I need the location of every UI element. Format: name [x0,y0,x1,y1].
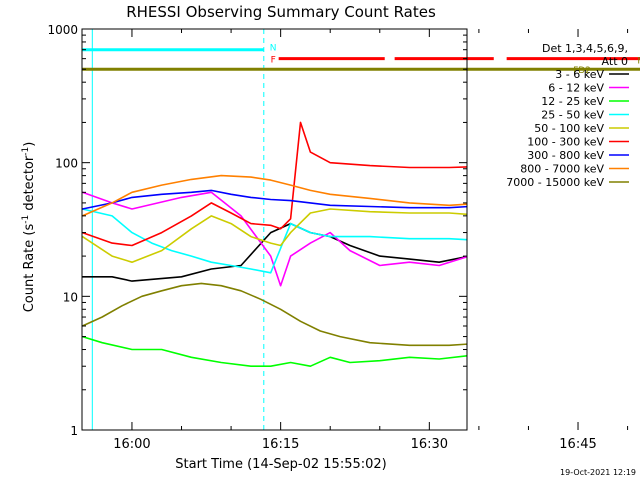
x-axis-label: Start Time (14-Sep-02 15:55:02) [175,457,386,472]
legend-label-25-50-kev: 25 - 50 keV [541,109,604,122]
x-tick-label: 16:00 [113,437,150,452]
legend-label-300-800-kev: 300 - 800 keV [527,149,604,162]
flag-label-f: F [271,56,276,66]
y-tick-label: 100 [55,157,78,171]
series-line-12-25-kev [82,335,467,367]
series-line-50-100-kev [82,208,467,263]
legend-header-line-1: Det 1,3,4,5,6,9, [542,42,628,55]
y-axis-label-part: Count Rate (s [22,224,37,313]
plot-area: NFFD1FD2110100100016:0016:1516:3016:4517… [47,23,640,452]
y-tick-label: 10 [63,290,78,304]
legend-header-line-2: Att 0 [602,55,628,68]
series-line-100-300-kev [82,121,467,247]
y-axis-label: Count Rate (s-1 detector-1) [21,142,37,313]
chart-title: RHESSI Observing Summary Count Rates [126,3,436,21]
x-tick-label: 16:45 [559,437,596,452]
plot-frame [81,28,468,431]
legend-label-100-300-kev: 100 - 300 keV [527,136,604,149]
legend-label-6-12-kev: 6 - 12 keV [548,82,604,95]
flag-label-n: N [270,44,277,54]
series-line-7000-15000-kev [82,282,467,347]
legend-label-12-25-kev: 12 - 25 keV [541,95,604,108]
series-line-800-7000-kev [82,174,467,217]
y-tick-label: 1000 [47,23,78,37]
y-axis-label-sup: -1 [21,147,31,156]
x-tick-label: 16:15 [262,437,299,452]
legend-label-800-7000-kev: 800 - 7000 keV [520,163,604,176]
series-line-6-12-kev [82,191,467,287]
y-axis-label-part: ) [22,142,37,147]
y-tick-label: 1 [70,424,78,438]
y-axis-label-part: detector [22,155,37,215]
flag-label-fd1: FD1 [637,57,640,67]
legend-label-3-6-kev: 3 - 6 keV [555,68,604,81]
x-tick-label: 16:30 [411,437,448,452]
series-line-25-50-kev [82,208,467,274]
flag-label-fd2: FD2 [573,66,591,76]
series-line-300-800-kev [82,189,467,210]
legend-label-50-100-kev: 50 - 100 keV [534,122,604,135]
y-axis-label-sup: -1 [21,215,31,224]
footer-date: 19-Oct-2021 12:19 [560,468,636,477]
legend-label-7000-15000-kev: 7000 - 15000 keV [506,176,604,189]
